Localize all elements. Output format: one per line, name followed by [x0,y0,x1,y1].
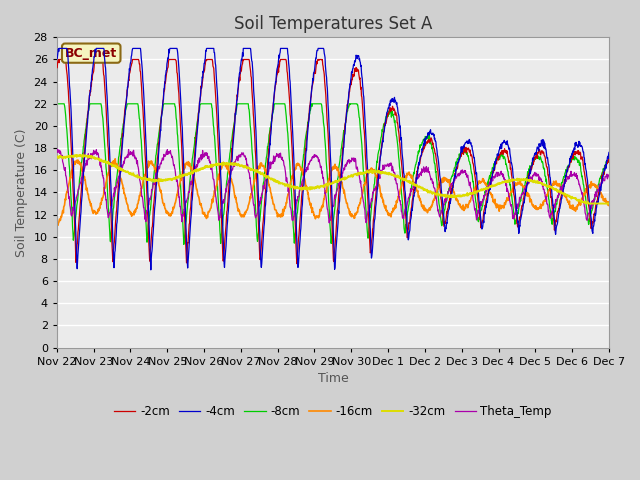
-8cm [176,165,184,171]
-4cm [163,61,171,67]
-2cm [540,152,548,158]
-32cm [605,201,612,206]
Title: Soil Temperatures Set A: Soil Temperatures Set A [234,15,432,33]
-32cm [491,182,499,188]
Y-axis label: Soil Temperature (C): Soil Temperature (C) [15,128,28,257]
-4cm [238,54,246,60]
-16cm [540,198,548,204]
Theta_Temp [605,172,612,178]
-32cm [163,177,170,183]
-16cm [163,208,171,214]
-2cm [55,57,63,62]
Theta_Temp [419,168,427,174]
Text: BC_met: BC_met [65,47,117,60]
-16cm [111,156,119,162]
-16cm [238,213,246,218]
-4cm [177,89,184,95]
Line: -32cm: -32cm [57,155,609,204]
-16cm [605,203,612,208]
-32cm [76,152,84,158]
Theta_Temp [176,204,184,209]
-8cm [605,157,612,163]
-2cm [605,156,612,162]
Theta_Temp [53,149,61,155]
-2cm [492,160,499,166]
-8cm [491,160,499,166]
-8cm [53,101,61,107]
Theta_Temp [238,150,246,156]
-2cm [238,64,246,70]
-4cm [605,150,612,156]
-32cm [53,154,61,159]
Line: -2cm: -2cm [57,60,609,264]
Line: Theta_Temp: Theta_Temp [57,149,609,223]
-4cm [55,46,63,51]
-2cm [176,112,184,118]
-8cm [540,165,548,170]
-4cm [540,145,548,151]
Theta_Temp [163,148,170,154]
Line: -8cm: -8cm [57,104,609,244]
-8cm [163,101,170,107]
Legend: -2cm, -4cm, -8cm, -16cm, -32cm, Theta_Temp: -2cm, -4cm, -8cm, -16cm, -32cm, Theta_Te… [109,400,557,422]
X-axis label: Time: Time [317,372,348,385]
-16cm [177,179,184,184]
-8cm [419,139,427,144]
Theta_Temp [492,172,499,178]
-2cm [419,146,427,152]
-16cm [54,222,62,228]
-32cm [419,185,427,191]
-2cm [53,65,61,71]
-32cm [176,174,184,180]
Line: -16cm: -16cm [57,159,609,225]
-4cm [419,144,427,149]
-4cm [53,56,61,62]
-2cm [163,70,170,76]
-2cm [293,261,301,267]
-32cm [540,182,548,188]
-4cm [492,162,499,168]
-16cm [492,202,499,207]
-32cm [585,201,593,206]
Theta_Temp [325,220,333,226]
Theta_Temp [540,186,548,192]
-8cm [180,241,188,247]
-16cm [53,221,61,227]
Line: -4cm: -4cm [57,48,609,270]
-32cm [238,162,246,168]
-16cm [419,206,427,212]
-8cm [238,101,246,107]
Theta_Temp [53,146,61,152]
-4cm [147,267,155,273]
